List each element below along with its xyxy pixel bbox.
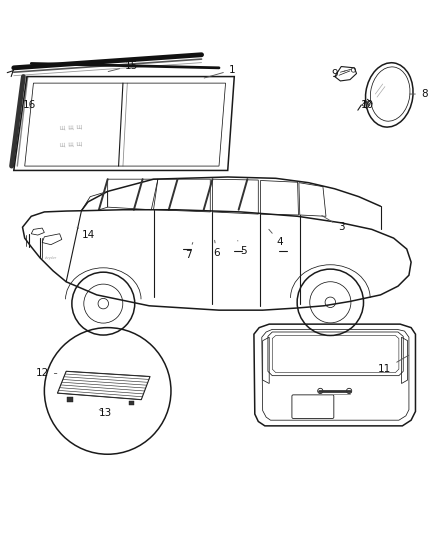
Bar	[129, 400, 134, 405]
Text: 11: 11	[378, 355, 409, 374]
Text: Щ  Щ  Щ: Щ Щ Щ	[60, 124, 82, 130]
Text: 3: 3	[322, 215, 345, 232]
Bar	[67, 398, 73, 402]
Text: 16: 16	[22, 100, 36, 110]
Text: 8: 8	[410, 89, 427, 99]
Text: Щ  Щ  Щ: Щ Щ Щ	[60, 141, 82, 147]
Text: 15: 15	[108, 61, 138, 71]
Text: 12: 12	[35, 368, 57, 378]
Text: 9: 9	[332, 69, 345, 79]
Text: 1: 1	[204, 65, 235, 78]
Text: 5: 5	[238, 240, 246, 256]
Text: 13: 13	[99, 408, 112, 418]
Text: chrysler: chrysler	[45, 256, 57, 260]
Text: 6: 6	[213, 240, 220, 259]
Text: 14: 14	[77, 227, 95, 240]
Text: 7: 7	[185, 243, 193, 260]
Text: 4: 4	[269, 229, 283, 247]
Text: 10: 10	[361, 100, 374, 110]
